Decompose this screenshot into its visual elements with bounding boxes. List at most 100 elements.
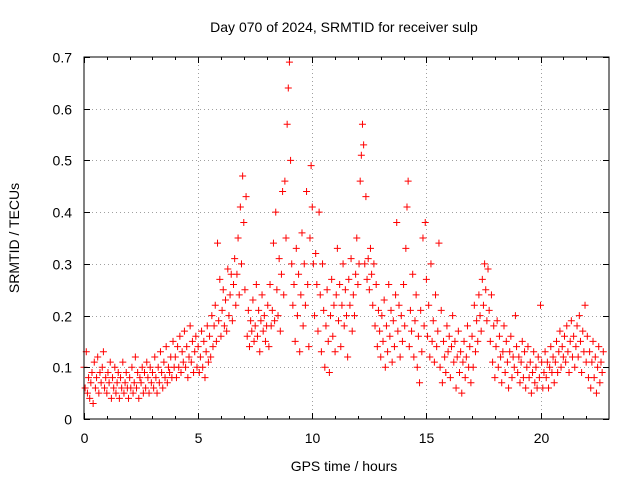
data-point (231, 255, 239, 263)
data-point (422, 275, 430, 283)
data-point (396, 353, 404, 361)
data-point (94, 353, 102, 361)
data-point (372, 281, 380, 289)
data-point (235, 291, 243, 299)
data-points (80, 58, 607, 407)
data-point (321, 363, 329, 371)
data-point (450, 358, 458, 366)
data-point (411, 317, 419, 325)
data-point (361, 260, 369, 268)
data-point (194, 343, 202, 351)
data-point (345, 275, 353, 283)
data-point (432, 291, 440, 299)
data-point (379, 337, 387, 345)
data-point (218, 306, 226, 314)
data-point (114, 368, 122, 376)
data-point (551, 358, 559, 366)
data-point (562, 358, 570, 366)
data-point (159, 384, 167, 392)
data-point (349, 291, 357, 299)
data-point (329, 332, 337, 340)
data-point (594, 363, 602, 371)
data-point (395, 301, 403, 309)
data-point (549, 353, 557, 361)
y-tick-label: 0.5 (53, 153, 73, 169)
data-point (252, 281, 260, 289)
data-point (226, 291, 234, 299)
data-point (388, 358, 396, 366)
data-point (368, 270, 376, 278)
data-point (567, 317, 575, 325)
data-point (341, 286, 349, 294)
data-point (463, 322, 471, 330)
data-point (293, 312, 301, 320)
data-point (308, 203, 316, 211)
data-point (225, 312, 233, 320)
data-point (434, 327, 442, 335)
data-point (267, 322, 275, 330)
data-point (199, 363, 207, 371)
data-point (449, 312, 457, 320)
data-point (211, 301, 219, 309)
data-point (330, 301, 338, 309)
data-point (347, 255, 355, 263)
data-point (589, 337, 597, 345)
data-point (335, 317, 343, 325)
data-point (253, 332, 261, 340)
data-point (495, 332, 503, 340)
data-point (175, 363, 183, 371)
data-point (269, 239, 277, 247)
data-point (300, 260, 308, 268)
data-point (156, 348, 164, 356)
data-point (163, 379, 171, 387)
data-point (467, 379, 475, 387)
data-point (563, 322, 571, 330)
data-point (540, 368, 548, 376)
data-point (426, 353, 434, 361)
data-point (223, 327, 231, 335)
data-point (409, 270, 417, 278)
data-point (412, 291, 420, 299)
data-point (144, 374, 152, 382)
data-point (430, 358, 438, 366)
data-point (559, 353, 567, 361)
data-point (248, 327, 256, 335)
data-point (98, 363, 106, 371)
data-point (215, 317, 223, 325)
data-point (279, 187, 287, 195)
data-point (304, 281, 312, 289)
data-point (535, 374, 543, 382)
x-tick-label: 10 (305, 430, 321, 446)
data-point (250, 337, 258, 345)
data-point (179, 358, 187, 366)
data-point (177, 368, 185, 376)
data-point (554, 368, 562, 376)
data-point (316, 291, 324, 299)
data-point (477, 327, 485, 335)
data-point (245, 343, 253, 351)
data-point (557, 363, 565, 371)
data-point (515, 353, 523, 361)
x-axis-label: GPS time / hours (291, 458, 398, 474)
data-point (216, 275, 224, 283)
data-point (333, 244, 341, 252)
data-point (490, 322, 498, 330)
data-point (402, 244, 410, 252)
data-point (206, 332, 214, 340)
data-point (280, 291, 288, 299)
data-point (564, 348, 572, 356)
data-point (233, 270, 241, 278)
data-point (241, 286, 249, 294)
data-point (340, 322, 348, 330)
data-point (503, 358, 511, 366)
data-point (459, 358, 467, 366)
data-point (499, 348, 507, 356)
data-point (134, 368, 142, 376)
data-point (161, 374, 169, 382)
data-point (530, 348, 538, 356)
data-point (298, 229, 306, 237)
data-point (102, 374, 110, 382)
data-point (487, 291, 495, 299)
data-point (565, 368, 573, 376)
data-point (596, 379, 604, 387)
